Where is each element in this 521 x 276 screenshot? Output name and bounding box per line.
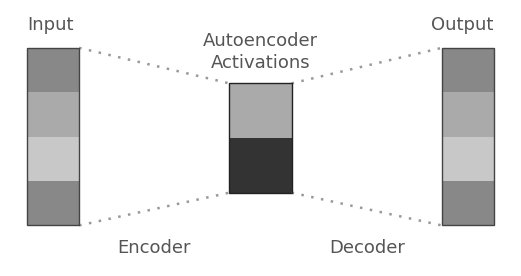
Text: Output: Output — [431, 16, 494, 34]
Text: Encoder: Encoder — [118, 239, 191, 257]
Bar — [229, 83, 292, 193]
Text: Input: Input — [27, 16, 74, 34]
Bar — [229, 138, 292, 193]
Bar — [442, 48, 494, 225]
Bar — [27, 48, 79, 92]
Bar — [229, 83, 292, 138]
Bar — [442, 181, 494, 225]
Bar — [442, 137, 494, 181]
Bar — [27, 181, 79, 225]
Bar — [27, 137, 79, 181]
Text: Autoencoder
Activations: Autoencoder Activations — [203, 32, 318, 72]
Text: Decoder: Decoder — [329, 239, 405, 257]
Bar — [442, 92, 494, 137]
Bar — [27, 48, 79, 225]
Bar — [27, 92, 79, 137]
Bar — [442, 48, 494, 92]
